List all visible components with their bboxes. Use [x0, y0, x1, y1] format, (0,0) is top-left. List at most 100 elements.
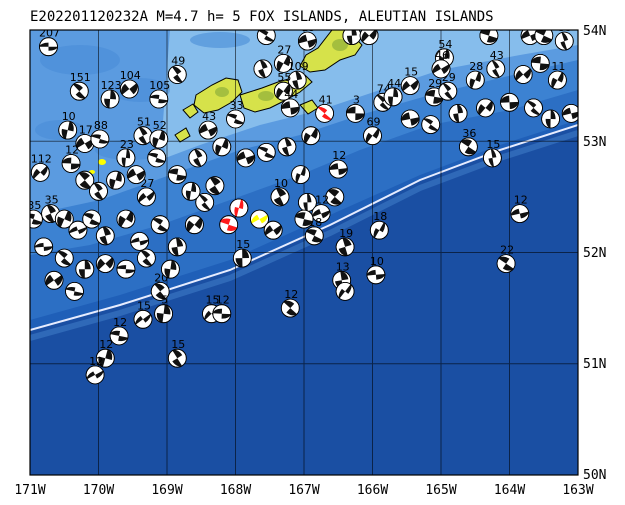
- focal-mechanism-beachball: [400, 76, 420, 95]
- event-depth-label: 36: [462, 127, 476, 140]
- event-depth-label: 151: [70, 71, 91, 84]
- event-depth-label: 15: [538, 16, 552, 29]
- beachball-compression-quadrant: [109, 171, 122, 189]
- beachball-ring: [226, 109, 245, 129]
- focal-mechanism-beachball: [524, 98, 543, 118]
- focal-mechanism-beachball: [34, 237, 54, 257]
- focal-mechanism-beachball: [61, 154, 81, 173]
- beachball-ring: [500, 92, 519, 112]
- beachball-ring: [30, 162, 50, 182]
- event-depth-label: 46: [435, 49, 449, 62]
- beachball-compression-quadrant: [164, 260, 177, 279]
- beachball-ring: [294, 209, 314, 229]
- beachball-ring: [280, 98, 300, 118]
- beachball-ring: [273, 54, 293, 73]
- beachball-compression-quadrant: [235, 249, 250, 268]
- focal-mechanism-beachball: [548, 70, 567, 90]
- beachball-ring: [229, 198, 249, 218]
- beachball-ring: [256, 30, 276, 45]
- beachball-ring: [150, 281, 170, 301]
- focal-mechanism-beachball: [256, 142, 276, 162]
- focal-mechanism-beachball: [232, 248, 252, 268]
- focal-mechanism-beachball: [44, 270, 64, 290]
- focal-mechanism-beachball: [65, 281, 84, 301]
- focal-mechanism-beachball: [106, 170, 125, 190]
- beachball-compression-quadrant: [298, 34, 317, 48]
- beachball-ring: [482, 148, 502, 168]
- event-depth-label: 43: [490, 49, 504, 62]
- focal-mechanism-beachball: [263, 220, 283, 240]
- focal-mechanism-beachball: [513, 65, 533, 84]
- beachball-ring: [400, 76, 420, 95]
- beachball-ring: [328, 159, 348, 179]
- beachball-ring: [486, 59, 506, 79]
- beachball-ring: [188, 148, 208, 168]
- focal-mechanism-beachball: [315, 104, 335, 123]
- beachball-compression-quadrant: [39, 42, 58, 51]
- beachball-ring: [147, 148, 167, 168]
- beachball-compression-quadrant: [97, 257, 114, 270]
- focal-mechanism-beachball: [476, 98, 495, 118]
- beachball-compression-quadrant: [138, 127, 148, 145]
- focal-mechanism-beachball: [119, 79, 139, 99]
- focal-mechanism-beachball: [130, 231, 150, 251]
- focal-mechanism-beachball: [39, 37, 58, 57]
- event-depth-label: 12: [216, 294, 230, 307]
- small-island-c: [98, 159, 106, 165]
- beachball-compression-quadrant: [78, 172, 91, 189]
- event-depth-label: 5: [161, 294, 168, 307]
- event-depth-label: 12: [99, 338, 113, 351]
- focal-mechanism-beachball: [280, 298, 300, 318]
- event-depth-label: 43: [202, 110, 216, 123]
- beachball-ring: [359, 30, 379, 45]
- event-depth-label: 28: [469, 60, 483, 73]
- focal-mechanism-beachball: [500, 92, 519, 112]
- beachball-ring: [116, 209, 136, 229]
- event-depth-label: 11: [551, 60, 565, 73]
- beachball-compression-quadrant: [515, 68, 531, 81]
- land-shading: [215, 39, 348, 101]
- focal-mechanism-beachball: [68, 220, 88, 240]
- focal-mechanism-beachball: [335, 281, 355, 301]
- beachball-ring: [54, 248, 74, 268]
- event-depth-label: 207: [39, 27, 60, 40]
- beachball-ring: [89, 181, 108, 201]
- beachball-ring: [136, 187, 156, 207]
- beachball-ring: [39, 37, 58, 57]
- event-depth-label: 52: [153, 119, 167, 132]
- beachball-ring: [205, 176, 225, 196]
- focal-mechanism-beachball: [219, 215, 239, 235]
- beachball-compression-quadrant: [220, 218, 238, 231]
- focal-mechanism-beachball: [116, 148, 136, 168]
- beachball-ring: [301, 126, 321, 146]
- event-depth-label: 12: [113, 316, 127, 329]
- map-frame: [29, 29, 579, 476]
- focal-mechanism-beachball: [136, 187, 156, 207]
- focal-mechanism-beachball: [482, 148, 502, 168]
- focal-mechanism-beachball: [95, 254, 115, 274]
- focal-mechanism-beachball: [366, 265, 386, 285]
- event-depth-label: 12: [514, 194, 528, 207]
- event-depth-label: 109: [288, 60, 309, 73]
- focal-mechanism-beachball: [253, 59, 273, 79]
- focal-mechanism-beachball: [256, 30, 276, 45]
- beachball-ring: [256, 142, 276, 162]
- aleutian-trench-line: [30, 124, 578, 331]
- beachball-ring: [236, 148, 256, 168]
- focal-mechanism-beachball: [554, 31, 574, 51]
- beachball-compression-quadrant: [258, 60, 268, 78]
- event-depth-label: 23: [120, 138, 134, 151]
- beachball-ring: [119, 79, 139, 99]
- event-depth-label: 41: [319, 93, 333, 106]
- beachball-compression-quadrant: [57, 251, 71, 266]
- focal-mechanism-beachball: [280, 98, 300, 118]
- beachball-ring: [369, 220, 389, 240]
- beachball-compression-quadrant: [172, 66, 183, 83]
- beachball-ring: [160, 259, 180, 279]
- beachball-ring: [85, 365, 105, 385]
- beachball-ring: [116, 148, 136, 168]
- focal-mechanism-beachball: [287, 70, 307, 90]
- focal-mechanism-beachball: [496, 254, 516, 274]
- beachball-compression-quadrant: [306, 229, 323, 243]
